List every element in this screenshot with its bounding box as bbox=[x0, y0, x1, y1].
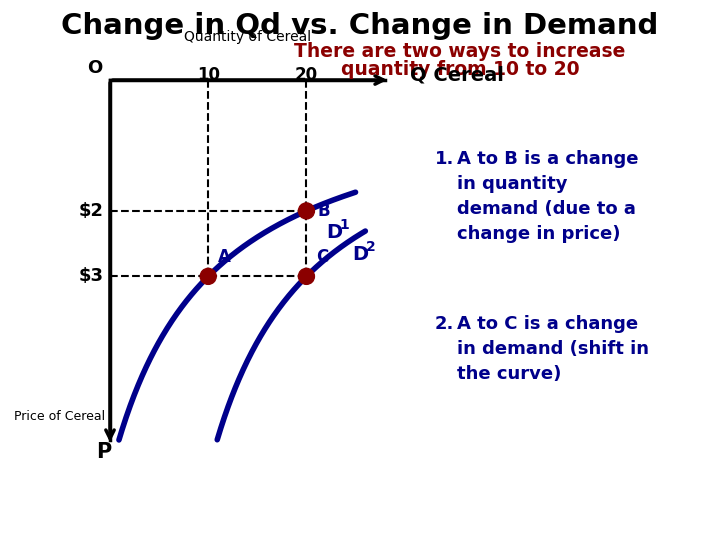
Text: B: B bbox=[318, 202, 330, 220]
Circle shape bbox=[298, 268, 315, 285]
Text: A to B is a change
in quantity
demand (due to a
change in price): A to B is a change in quantity demand (d… bbox=[457, 150, 639, 243]
Text: $2: $2 bbox=[79, 202, 104, 220]
Text: C: C bbox=[316, 248, 328, 266]
Text: 1.: 1. bbox=[435, 150, 454, 168]
Circle shape bbox=[200, 268, 216, 285]
Text: A to C is a change
in demand (shift in
the curve): A to C is a change in demand (shift in t… bbox=[457, 315, 649, 383]
Text: P: P bbox=[96, 442, 112, 462]
Text: D: D bbox=[326, 223, 342, 242]
Text: Q Cereal: Q Cereal bbox=[410, 65, 504, 84]
Text: quantity from 10 to 20: quantity from 10 to 20 bbox=[341, 60, 580, 79]
Text: 2: 2 bbox=[366, 240, 375, 254]
Text: 10: 10 bbox=[197, 66, 220, 84]
Text: 20: 20 bbox=[295, 66, 318, 84]
Text: D: D bbox=[353, 245, 369, 264]
Text: $3: $3 bbox=[79, 267, 104, 285]
Text: Quantity of Cereal: Quantity of Cereal bbox=[184, 30, 311, 44]
Text: There are two ways to increase: There are two ways to increase bbox=[294, 42, 626, 61]
Text: Change in Qd vs. Change in Demand: Change in Qd vs. Change in Demand bbox=[61, 12, 659, 40]
Circle shape bbox=[298, 203, 315, 219]
Text: O: O bbox=[86, 59, 102, 77]
Text: Price of Cereal: Price of Cereal bbox=[14, 410, 106, 423]
Text: A: A bbox=[218, 248, 231, 266]
Text: 1: 1 bbox=[339, 218, 348, 232]
Text: 2.: 2. bbox=[435, 315, 454, 333]
